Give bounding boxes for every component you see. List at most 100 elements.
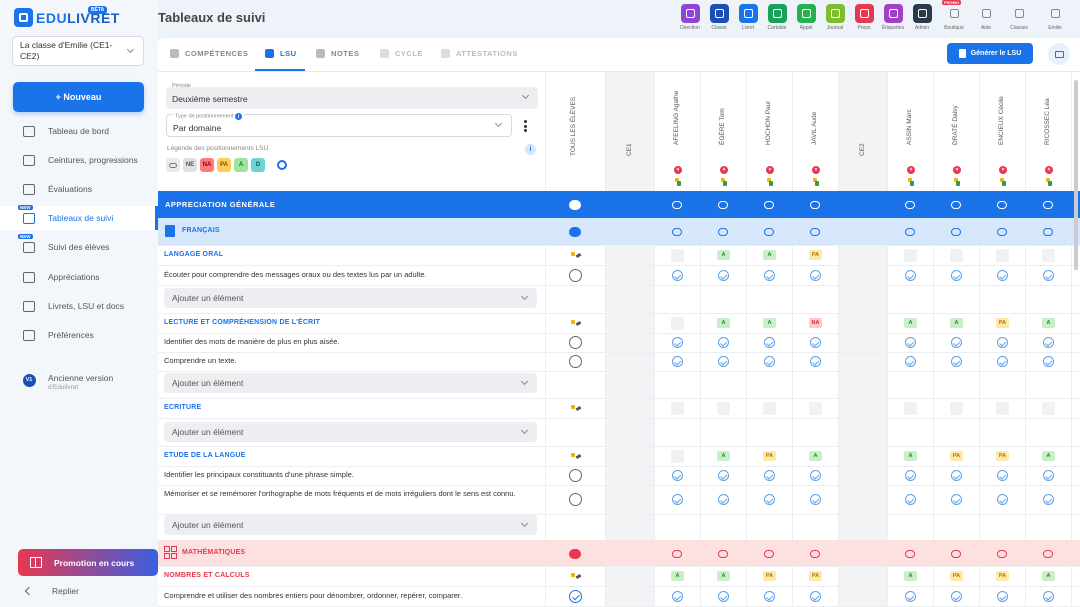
comment-icon[interactable] xyxy=(997,201,1007,209)
empty-grade[interactable] xyxy=(671,317,684,330)
app-logo[interactable]: EDULIVRET xyxy=(14,8,120,27)
class-select[interactable]: La classe d'Emilie (CE1-CE2) xyxy=(12,36,144,66)
check-icon[interactable] xyxy=(997,337,1008,348)
comment-icon[interactable] xyxy=(718,550,728,558)
check-icon[interactable] xyxy=(718,494,729,505)
check-icon[interactable] xyxy=(672,270,683,281)
add-element-select[interactable]: Ajouter un élément xyxy=(164,422,537,442)
comment-icon[interactable] xyxy=(951,550,961,558)
edit-student-icon[interactable] xyxy=(674,178,682,186)
sidebar-item-1[interactable]: Tableau de bord xyxy=(0,119,158,143)
comment-icon[interactable] xyxy=(764,228,774,236)
toolbar-tag[interactable]: Étiquettes xyxy=(878,4,908,31)
edit-student-icon[interactable] xyxy=(907,178,915,186)
empty-grade[interactable] xyxy=(717,402,730,415)
check-icon[interactable] xyxy=(764,494,775,505)
comment-icon[interactable] xyxy=(905,201,915,209)
grade-badge[interactable]: A xyxy=(904,451,917,461)
sidebar-item-4[interactable]: NEW Tableaux de suivi xyxy=(0,205,158,230)
grade-badge[interactable]: A xyxy=(950,318,963,328)
tab-3[interactable]: NOTES xyxy=(316,49,359,58)
empty-grade[interactable] xyxy=(904,249,917,262)
empty-grade[interactable] xyxy=(671,249,684,262)
comment-icon[interactable] xyxy=(764,201,774,209)
check-icon[interactable] xyxy=(810,356,821,367)
check-icon[interactable] xyxy=(905,356,916,367)
check-icon[interactable] xyxy=(905,494,916,505)
grade-badge[interactable]: A xyxy=(1042,571,1055,581)
empty-grade[interactable] xyxy=(1042,249,1055,262)
comment-icon[interactable] xyxy=(718,201,728,209)
check-icon[interactable] xyxy=(997,270,1008,281)
add-element-select[interactable]: Ajouter un élément xyxy=(164,373,537,393)
select-all-toggle[interactable] xyxy=(569,269,582,282)
comment-icon[interactable] xyxy=(764,550,774,558)
comment-icon[interactable] xyxy=(718,228,728,236)
grade-badge[interactable]: A xyxy=(904,571,917,581)
type-select[interactable]: Type de positionnement i Par domaine xyxy=(166,113,512,137)
remove-student-icon[interactable]: × xyxy=(812,166,820,174)
check-icon[interactable] xyxy=(672,356,683,367)
new-button[interactable]: + Nouveau xyxy=(13,82,144,112)
grade-badge[interactable]: A xyxy=(717,571,730,581)
check-icon[interactable] xyxy=(672,337,683,348)
grade-badge[interactable]: PA xyxy=(763,571,776,581)
check-icon[interactable] xyxy=(951,591,962,602)
sidebar-item-6[interactable]: Appréciations xyxy=(0,265,158,289)
grade-badge[interactable]: PA xyxy=(950,451,963,461)
select-all-toggle[interactable] xyxy=(569,355,582,368)
comment-icon[interactable] xyxy=(810,228,820,236)
comment-icon[interactable] xyxy=(810,201,820,209)
remove-student-icon[interactable]: × xyxy=(1045,166,1053,174)
check-icon[interactable] xyxy=(718,337,729,348)
info-icon[interactable]: i xyxy=(234,113,242,120)
check-icon[interactable] xyxy=(718,470,729,481)
check-icon[interactable] xyxy=(905,470,916,481)
grade-badge[interactable]: A xyxy=(717,451,730,461)
comment-icon[interactable] xyxy=(997,550,1007,558)
edit-student-icon[interactable] xyxy=(999,178,1007,186)
toolbar-doc[interactable]: Preps xyxy=(849,4,879,31)
comment-icon[interactable] xyxy=(905,228,915,236)
grade-badge[interactable]: PA xyxy=(996,451,1009,461)
empty-grade[interactable] xyxy=(671,450,684,463)
grade-badge[interactable]: PA xyxy=(950,571,963,581)
check-icon[interactable] xyxy=(718,356,729,367)
check-icon[interactable] xyxy=(951,494,962,505)
check-icon[interactable] xyxy=(672,494,683,505)
comment-icon[interactable] xyxy=(1043,550,1053,558)
grade-badge[interactable]: PA xyxy=(809,571,822,581)
comment-icon[interactable] xyxy=(672,550,682,558)
remove-student-icon[interactable]: × xyxy=(953,166,961,174)
collapse-button[interactable]: Replier xyxy=(24,586,79,596)
grade-badge[interactable]: PA xyxy=(996,318,1009,328)
more-options-icon[interactable] xyxy=(524,120,527,132)
comment-icon[interactable] xyxy=(672,228,682,236)
check-icon[interactable] xyxy=(810,470,821,481)
comment-icon[interactable] xyxy=(1043,201,1053,209)
edit-student-icon[interactable] xyxy=(812,178,820,186)
edit-student-icon[interactable] xyxy=(953,178,961,186)
sidebar-item-5[interactable]: NEW Suivi des élèves xyxy=(0,234,158,259)
toolbar-class[interactable]: Classe xyxy=(704,4,734,31)
sidebar-item-8[interactable]: Préférences xyxy=(0,323,158,347)
remove-student-icon[interactable]: × xyxy=(720,166,728,174)
check-icon[interactable] xyxy=(672,470,683,481)
toolbar-pen[interactable]: Direction xyxy=(675,4,705,31)
grade-badge[interactable]: A xyxy=(1042,451,1055,461)
check-icon[interactable] xyxy=(718,591,729,602)
grade-badge[interactable]: A xyxy=(809,451,822,461)
remove-student-icon[interactable]: × xyxy=(766,166,774,174)
edit-all-icon[interactable] xyxy=(571,251,581,259)
check-icon[interactable] xyxy=(997,470,1008,481)
check-icon[interactable] xyxy=(951,337,962,348)
sidebar-item-7[interactable]: Livrets, LSU et docs xyxy=(0,294,158,318)
comment-icon[interactable] xyxy=(810,550,820,558)
edit-all-icon[interactable] xyxy=(571,572,581,580)
check-icon[interactable] xyxy=(905,591,916,602)
edit-all-icon[interactable] xyxy=(571,319,581,327)
check-icon[interactable] xyxy=(997,494,1008,505)
grade-badge[interactable]: NA xyxy=(809,318,822,328)
grade-badge[interactable]: A xyxy=(763,318,776,328)
check-icon[interactable] xyxy=(764,356,775,367)
